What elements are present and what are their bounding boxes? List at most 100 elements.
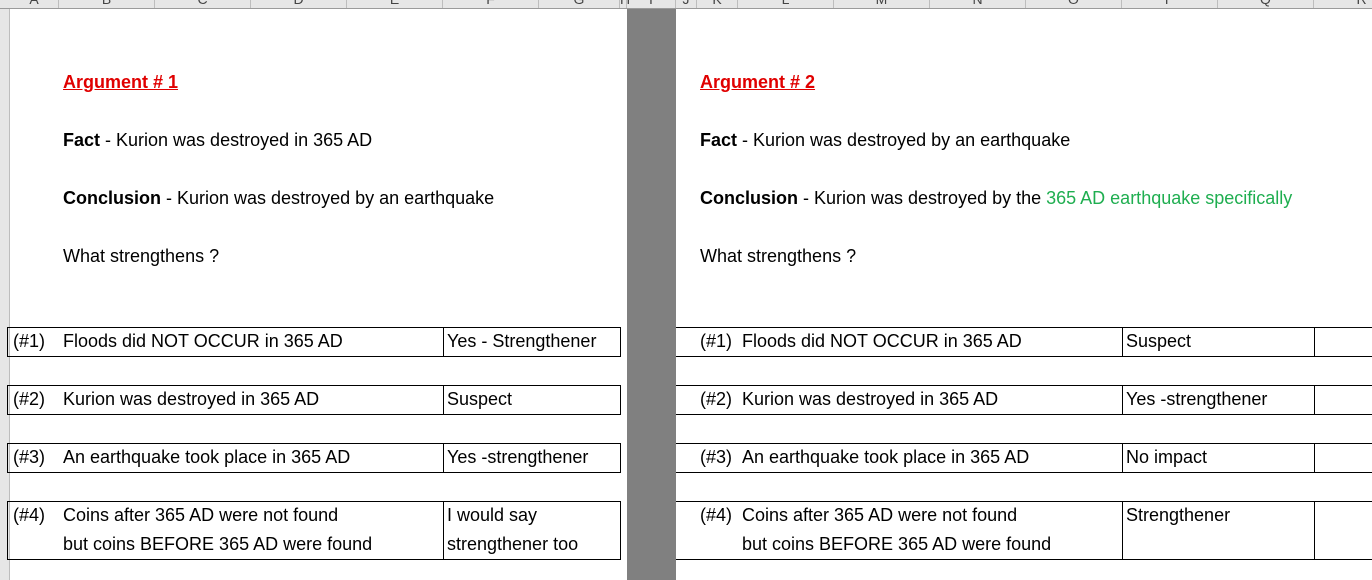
row-number: (#3)	[13, 447, 46, 467]
column-header-i[interactable]: I	[627, 0, 676, 8]
verdict-line1: Yes -strengthener	[447, 447, 589, 467]
argument1-question: What strengthens ?	[63, 246, 220, 266]
table-border-top	[7, 443, 620, 444]
table-border-bottom	[7, 356, 620, 357]
verdict-line1: I would say	[447, 505, 538, 525]
hidden-column-gap	[627, 9, 676, 580]
fact-label: Fact	[700, 130, 738, 150]
row-number: (#3)	[700, 447, 733, 467]
row-number: (#2)	[13, 389, 46, 409]
conclusion-label: Conclusion	[700, 188, 798, 208]
table-border-right	[620, 443, 621, 473]
statement-line1: An earthquake took place in 365 AD	[63, 447, 351, 467]
table-border-bottom	[676, 472, 1372, 473]
column-header-b[interactable]: B	[59, 0, 155, 8]
table-border-bottom	[7, 472, 620, 473]
table-border-right	[1314, 501, 1315, 560]
statement-line1: Kurion was destroyed in 365 AD	[63, 389, 320, 409]
statement-line1: Coins after 365 AD were not found	[742, 505, 1018, 525]
table-border-top	[7, 327, 620, 328]
column-header-c[interactable]: C	[155, 0, 251, 8]
argument2-conclusion: Conclusion - Kurion was destroyed by the…	[700, 188, 1292, 209]
table-border-right	[620, 385, 621, 415]
column-header-n[interactable]: N	[930, 0, 1026, 8]
verdict-line1: Suspect	[447, 389, 513, 409]
table-border-divider	[1122, 501, 1123, 560]
argument1-conclusion: Conclusion - Kurion was destroyed by an …	[63, 188, 494, 209]
row-number: (#1)	[700, 331, 733, 351]
table-border-bottom	[676, 414, 1372, 415]
conclusion-label: Conclusion	[63, 188, 161, 208]
table-border-top	[676, 501, 1372, 502]
table-border-divider	[443, 501, 444, 560]
row-number: (#4)	[13, 505, 46, 525]
column-header-f[interactable]: F	[443, 0, 539, 8]
statement-line2: but coins BEFORE 365 AD were found	[63, 534, 373, 554]
statement-line1: An earthquake took place in 365 AD	[742, 447, 1030, 467]
row-number: (#4)	[700, 505, 733, 525]
table-border-bottom	[676, 356, 1372, 357]
conclusion-text: - Kurion was destroyed by the	[798, 188, 1047, 208]
column-header-m[interactable]: M	[834, 0, 930, 8]
table-border-bottom	[7, 414, 620, 415]
table-border-left	[7, 501, 8, 560]
table-border-right	[620, 501, 621, 560]
row-header-bar	[0, 9, 10, 580]
column-header-q[interactable]: Q	[1218, 0, 1314, 8]
argument2-title: Argument # 2	[700, 72, 816, 92]
statement-line1: Coins after 365 AD were not found	[63, 505, 339, 525]
statement-line1: Floods did NOT OCCUR in 365 AD	[742, 331, 1022, 351]
table-border-right	[1314, 443, 1315, 473]
fact-label: Fact	[63, 130, 101, 150]
table-border-top	[7, 501, 620, 502]
table-border-left	[7, 385, 8, 415]
column-header-l[interactable]: L	[738, 0, 834, 8]
row-number: (#1)	[13, 331, 46, 351]
table-border-top	[676, 385, 1372, 386]
table-border-right	[620, 327, 621, 357]
statement-line1: Floods did NOT OCCUR in 365 AD	[63, 331, 343, 351]
fact-text: - Kurion was destroyed by an earthquake	[737, 130, 1071, 150]
table-border-top	[676, 443, 1372, 444]
column-header-p[interactable]: P	[1122, 0, 1218, 8]
table-border-left	[7, 443, 8, 473]
statement-line1: Kurion was destroyed in 365 AD	[742, 389, 999, 409]
argument2-fact: Fact - Kurion was destroyed by an earthq…	[700, 130, 1070, 151]
column-header-g[interactable]: G	[539, 0, 620, 8]
column-header-a[interactable]: A	[10, 0, 59, 8]
table-border-right	[1314, 327, 1315, 357]
fact-text: - Kurion was destroyed in 365 AD	[100, 130, 373, 150]
column-header-o[interactable]: O	[1026, 0, 1122, 8]
table-border-divider	[1122, 443, 1123, 473]
table-border-divider	[1122, 385, 1123, 415]
table-border-divider	[443, 385, 444, 415]
statement-line2: but coins BEFORE 365 AD were found	[742, 534, 1052, 554]
verdict-line1: Yes -strengthener	[1126, 389, 1268, 409]
column-header-j[interactable]: J	[676, 0, 697, 8]
argument1-title: Argument # 1	[63, 72, 179, 92]
verdict-line1: No impact	[1126, 447, 1208, 467]
verdict-line2: strengthener too	[447, 534, 579, 554]
column-header-r[interactable]: R	[1314, 0, 1372, 8]
verdict-line1: Yes - Strengthener	[447, 331, 597, 351]
table-border-top	[7, 385, 620, 386]
verdict-line1: Suspect	[1126, 331, 1192, 351]
table-border-bottom	[7, 559, 620, 560]
column-header-bar: ABCDEFGHIJKLMNOPQR	[0, 0, 1372, 9]
column-header-h[interactable]: H	[620, 0, 630, 8]
table-border-divider	[1122, 327, 1123, 357]
argument1-fact: Fact - Kurion was destroyed in 365 AD	[63, 130, 372, 151]
table-border-top	[676, 327, 1372, 328]
table-border-divider	[443, 327, 444, 357]
table-border-bottom	[676, 559, 1372, 560]
table-border-left	[7, 327, 8, 357]
column-header-d[interactable]: D	[251, 0, 347, 8]
argument2-question: What strengthens ?	[700, 246, 857, 266]
column-header-e[interactable]: E	[347, 0, 443, 8]
column-header-k[interactable]: K	[697, 0, 738, 8]
conclusion-highlight: 365 AD earthquake specifically	[1046, 188, 1293, 208]
verdict-line1: Strengthener	[1126, 505, 1231, 525]
table-border-right	[1314, 385, 1315, 415]
row-number: (#2)	[700, 389, 733, 409]
conclusion-text: - Kurion was destroyed by an earthquake	[161, 188, 495, 208]
